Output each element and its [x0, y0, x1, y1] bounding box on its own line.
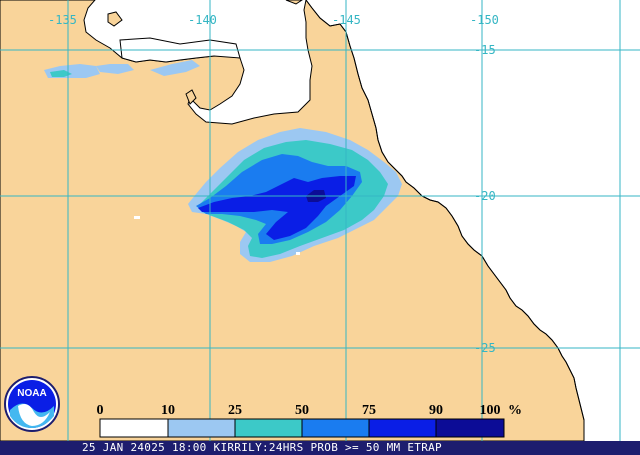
caption-bar: 25 JAN 24025 18:00 KIRRILY:24HRS PROB >=…: [0, 441, 640, 455]
lat-label-15: -15: [474, 43, 496, 57]
coastline: [305, 0, 585, 441]
speck-1: [134, 216, 140, 219]
legend-tick-0: 0: [97, 403, 104, 418]
lat-lon-grid: [0, 0, 640, 441]
legend-tick-50: 50: [295, 403, 309, 418]
island-3: [185, 89, 197, 105]
lon-label-145: -145: [332, 13, 361, 27]
prob-blob-gulf-4: [150, 60, 200, 76]
lon-label-140: -140: [188, 13, 217, 27]
legend-bin-50-75: [301, 418, 370, 438]
lon-label-150: -150: [470, 13, 499, 27]
legend-tick-10: 10: [161, 403, 175, 418]
lat-label-20: -20: [474, 189, 496, 203]
legend: 0 10 25 50 75 90 100 %: [97, 403, 522, 438]
legend-tick-100: 100: [480, 403, 501, 418]
legend-tick-90: 90: [429, 403, 443, 418]
island-2: [107, 11, 123, 27]
prob-blob-gulf-3: [96, 64, 134, 74]
legend-bin-25-50: [234, 418, 303, 438]
legend-tick-25: 25: [228, 403, 242, 418]
lat-label-25: -25: [474, 341, 496, 355]
island-1: [285, 0, 303, 5]
speck-2: [296, 252, 300, 255]
legend-bin-90-100: [435, 418, 505, 438]
legend-unit: %: [508, 403, 522, 418]
legend-bin-10-25: [167, 418, 236, 438]
noaa-logo-icon: NOAA: [4, 376, 60, 432]
legend-bin-75-90: [368, 418, 437, 438]
lon-label-135: -135: [48, 13, 77, 27]
prob-blob-gulf-2: [50, 70, 72, 77]
legend-tick-75: 75: [362, 403, 376, 418]
noaa-logo-text: NOAA: [17, 388, 46, 399]
caption-text: 25 JAN 24025 18:00 KIRRILY:24HRS PROB >=…: [82, 441, 442, 454]
legend-bin-0-10: [99, 418, 169, 438]
